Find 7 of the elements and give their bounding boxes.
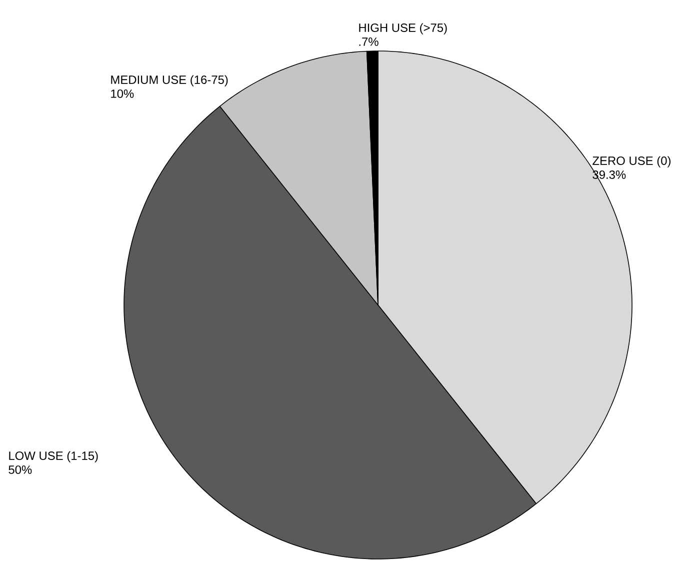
slice-label: MEDIUM USE (16-75) <box>111 75 228 86</box>
slice-label: HIGH USE (>75) <box>359 23 447 34</box>
data-label: 10% <box>111 89 134 98</box>
slice-label: LOW USE (1-15) <box>9 451 98 462</box>
slice-label: ZERO USE (0) <box>592 156 670 168</box>
data-label: 50% <box>8 465 32 474</box>
data-label: .7% <box>359 38 378 46</box>
